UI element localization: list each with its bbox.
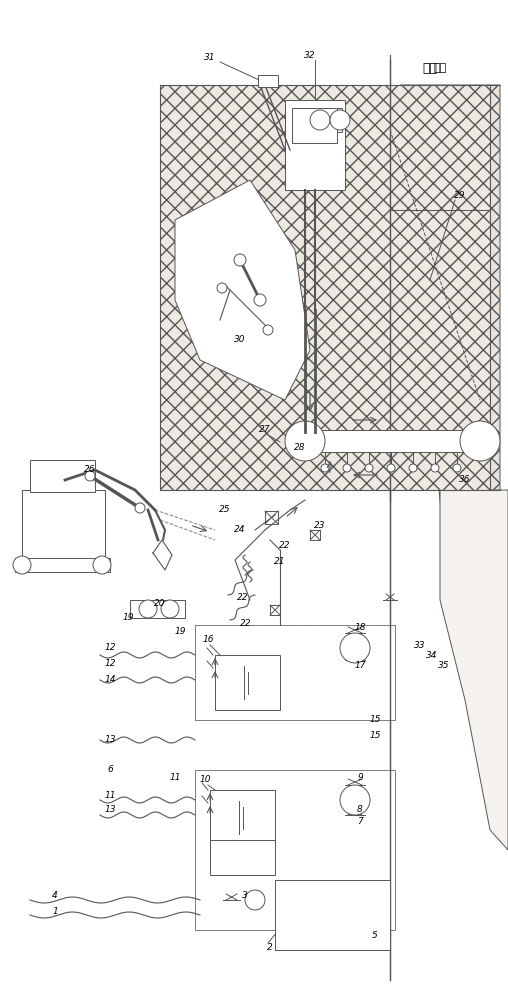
Text: 15: 15 [369,716,381,724]
Circle shape [93,556,111,574]
Circle shape [139,600,157,618]
Text: 11: 11 [169,774,181,782]
Bar [195,770,395,930]
Circle shape [217,283,227,293]
Text: 35: 35 [438,660,450,670]
Text: 16: 16 [202,636,214,645]
Bar [318,108,342,120]
Circle shape [343,464,351,472]
Text: 5: 5 [372,930,378,940]
Circle shape [330,110,350,130]
Text: 30: 30 [234,336,246,344]
Text: 3: 3 [242,890,248,900]
Bar [258,75,278,87]
Text: 14: 14 [104,676,116,684]
Bar [195,625,395,720]
Text: 36: 36 [459,476,471,485]
Bar [275,880,390,950]
Bar [318,120,342,132]
Text: 33: 33 [414,641,426,650]
Circle shape [135,503,145,513]
Text: 28: 28 [294,444,306,452]
Text: 11: 11 [104,790,116,800]
Bar [292,108,337,143]
Text: 8: 8 [357,806,363,814]
Text: 23: 23 [314,520,326,530]
Text: 19: 19 [174,628,186,637]
Text: 31: 31 [204,53,216,62]
Text: 20: 20 [154,598,166,607]
Polygon shape [390,85,490,210]
Text: 19: 19 [122,612,134,621]
Bar [285,100,345,190]
Circle shape [340,785,370,815]
Polygon shape [22,490,105,560]
Circle shape [254,294,266,306]
Bar [30,460,95,492]
Circle shape [161,600,179,618]
Circle shape [263,325,273,335]
Text: 22: 22 [240,618,252,628]
Text: 22: 22 [279,540,291,550]
Text: 地面: 地面 [423,62,437,75]
Circle shape [85,471,95,481]
Circle shape [321,464,329,472]
Bar [15,558,110,572]
Text: 27: 27 [259,426,271,434]
Bar [215,655,280,710]
Text: 13: 13 [104,806,116,814]
Circle shape [285,421,325,461]
Text: 24: 24 [234,524,246,534]
Text: 18: 18 [354,624,366,633]
Text: 4: 4 [52,890,58,900]
Circle shape [310,110,330,130]
Text: 12: 12 [104,658,116,668]
Text: 26: 26 [84,466,96,475]
Circle shape [365,464,373,472]
Text: 25: 25 [219,506,231,514]
Bar [210,790,275,845]
Text: 22: 22 [237,593,249,602]
Text: 7: 7 [357,818,363,826]
Polygon shape [390,210,490,490]
Circle shape [13,556,31,574]
Polygon shape [153,540,172,570]
Text: 2: 2 [267,944,273,952]
Text: 13: 13 [104,736,116,744]
Polygon shape [400,85,500,700]
Circle shape [409,464,417,472]
Text: 17: 17 [354,660,366,670]
Polygon shape [175,180,310,400]
Polygon shape [440,490,508,850]
Text: 29: 29 [454,190,466,200]
Text: 21: 21 [274,558,285,566]
Text: 1: 1 [52,908,58,916]
Text: 10: 10 [199,776,211,784]
Circle shape [245,890,265,910]
Text: 6: 6 [107,766,113,774]
Circle shape [387,464,395,472]
Bar [130,600,185,618]
Circle shape [234,254,246,266]
Polygon shape [160,85,390,490]
Circle shape [460,421,500,461]
Text: 9: 9 [357,774,363,782]
Text: 32: 32 [304,50,316,60]
Bar [305,430,480,452]
Circle shape [453,464,461,472]
Circle shape [340,633,370,663]
Text: 15: 15 [369,730,381,740]
Bar [210,840,275,875]
Circle shape [431,464,439,472]
Text: 34: 34 [426,650,438,660]
Text: 地面: 地面 [433,63,447,73]
Text: 12: 12 [104,644,116,652]
